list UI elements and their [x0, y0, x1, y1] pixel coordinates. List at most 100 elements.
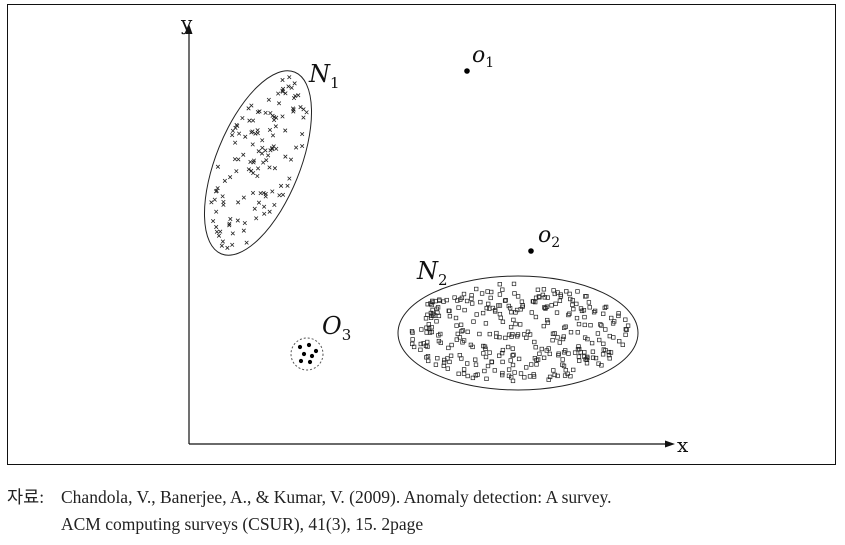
n2-square-marker: [461, 291, 467, 297]
n2-square-marker: [545, 295, 550, 300]
n2-square-marker: [529, 362, 534, 367]
n1-cross-marker: [227, 223, 232, 228]
n2-square-marker: [426, 358, 431, 364]
n2-square-marker: [561, 334, 566, 339]
n2-square-marker: [582, 354, 587, 359]
n2-square-marker: [455, 298, 460, 303]
n2-square-marker: [623, 327, 628, 332]
n2-square-marker: [429, 329, 434, 335]
n2-square-marker: [591, 310, 597, 315]
n1-cross-marker: [250, 142, 255, 147]
n2-square-marker: [498, 315, 503, 320]
n2-square-marker: [461, 371, 467, 376]
n1-cross-marker: [244, 240, 249, 245]
n2-square-marker: [494, 334, 499, 339]
n2-square-marker: [602, 305, 607, 310]
n1-cross-marker: [212, 197, 217, 202]
n1-cross-marker: [233, 140, 238, 145]
n1-cross-marker: [287, 176, 292, 181]
n2-square-marker: [581, 308, 587, 313]
n2-square-marker: [574, 301, 579, 307]
n2-square-marker: [459, 329, 464, 334]
n2-square-marker: [575, 347, 581, 352]
n1-cross-marker: [243, 134, 248, 139]
n2-square-marker: [582, 314, 587, 320]
n2-square-marker: [497, 353, 502, 358]
n2-square-marker: [599, 323, 604, 328]
n2-square-marker: [557, 340, 562, 345]
n2-square-marker: [446, 345, 451, 351]
n2-square-marker: [519, 299, 525, 304]
n1-cross-marker: [220, 194, 225, 199]
n2-square-marker: [469, 293, 474, 298]
n2-square-marker: [535, 357, 541, 362]
n2-square-marker: [623, 317, 628, 322]
n2-square-marker: [576, 321, 582, 327]
n2-square-marker: [428, 315, 434, 320]
n2-square-marker: [435, 305, 441, 310]
n1-cross-marker: [287, 75, 292, 80]
n2-square-marker: [513, 310, 518, 315]
n2-square-marker: [508, 358, 513, 363]
n2-square-marker: [510, 353, 515, 358]
n2-square-marker: [428, 310, 434, 316]
n2-square-marker: [461, 367, 467, 372]
n2-square-marker: [459, 356, 464, 361]
n1-cross-marker: [269, 147, 275, 152]
n2-square-marker: [611, 335, 616, 340]
n1-cross-marker: [219, 243, 224, 248]
n1-cross-marker: [248, 159, 253, 164]
n2-square-marker: [485, 363, 491, 369]
n2-square-marker: [429, 302, 434, 308]
n1-cross-marker: [298, 105, 303, 110]
n2-square-marker: [516, 356, 522, 362]
n2-square-marker: [582, 335, 588, 340]
o3-label: O3: [322, 312, 351, 344]
o3-cluster-outline: [290, 337, 324, 371]
n1-cross-marker: [221, 199, 226, 205]
caption-prefix: 자료:: [7, 487, 45, 507]
n2-square-marker: [497, 282, 502, 287]
n2-square-marker: [558, 292, 563, 297]
n1-cross-marker: [218, 229, 223, 234]
n1-cross-marker: [253, 131, 258, 136]
n1-cross-marker: [291, 95, 297, 101]
n1-cross-marker: [230, 231, 235, 236]
n2-square-marker: [485, 289, 490, 294]
n2-square-marker: [574, 315, 580, 321]
n1-cross-marker: [247, 118, 252, 123]
n2-square-marker: [449, 342, 454, 348]
n1-cross-markers: [209, 75, 309, 250]
n2-square-marker: [522, 375, 527, 380]
n1-cross-marker: [283, 154, 288, 159]
n2-square-marker: [609, 315, 614, 321]
n2-square-marker: [563, 368, 568, 373]
n2-square-marker: [556, 353, 561, 358]
n1-cross-marker: [261, 190, 266, 196]
n2-square-marker: [607, 333, 612, 339]
n2-square-marker: [473, 362, 479, 367]
n2-square-marker: [437, 298, 442, 303]
n2-square-marker: [607, 356, 612, 361]
n2-square-marker: [568, 296, 573, 302]
n2-square-marker: [446, 308, 451, 313]
n2-square-marker: [546, 377, 551, 382]
n1-cross-marker: [214, 229, 219, 234]
n1-cross-marker: [234, 122, 239, 128]
n2-square-marker: [567, 291, 572, 297]
n1-cross-marker: [240, 115, 245, 121]
x-axis-label: x: [677, 433, 689, 457]
n1-cross-marker: [261, 160, 266, 165]
n2-square-marker: [568, 330, 574, 335]
n2-square-marker: [603, 304, 609, 310]
n2-square-marker: [424, 330, 429, 335]
n1-cross-marker: [260, 138, 265, 143]
n1-cross-marker: [283, 91, 288, 96]
n2-square-marker: [441, 363, 446, 368]
n1-cross-marker: [276, 101, 282, 106]
n2-square-marker: [603, 327, 608, 332]
n1-cross-marker: [301, 107, 306, 112]
n2-square-marker: [500, 319, 506, 324]
n2-square-marker: [617, 339, 622, 344]
n1-cross-marker: [267, 127, 273, 132]
